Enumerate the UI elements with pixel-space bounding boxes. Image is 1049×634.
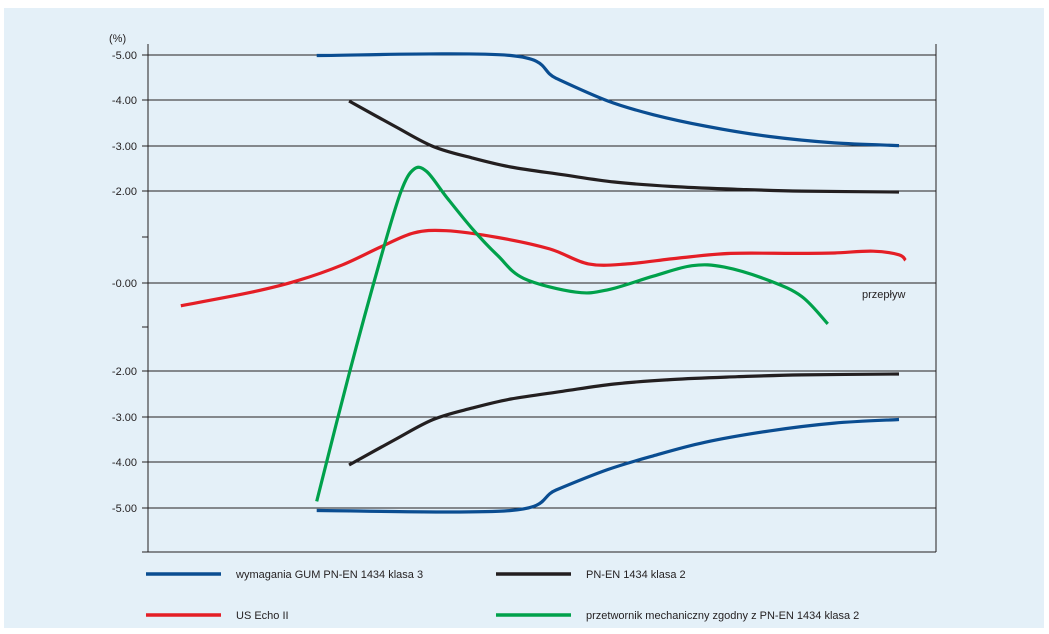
x-axis-annotation: przepływ	[862, 289, 905, 301]
series-line-4-1	[315, 165, 829, 502]
y-tick-label: -2.00	[112, 186, 137, 198]
series-line-2-1	[348, 99, 900, 194]
y-tick-label: -3.00	[112, 412, 137, 424]
y-tick-label: -2.00	[112, 366, 137, 378]
y-tick-label: -4.00	[112, 457, 137, 469]
legend-label: US Echo II	[236, 610, 289, 622]
line-chart: -5.00 -4.00 -3.00 -2.00 -0.00 -2.00 -3.00 -4.00…	[109, 33, 937, 622]
series-line-1-2	[316, 417, 900, 514]
series-line-1-1	[316, 52, 900, 148]
series-line-2-2	[348, 372, 900, 467]
y-tick-label: -5.00	[112, 50, 137, 62]
y-tick-label: -0.00	[112, 278, 137, 290]
legend-label: wymagania GUM PN-EN 1434 klasa 3	[235, 569, 423, 581]
legend-label: przetwornik mechaniczny zgodny z PN-EN 1…	[586, 610, 859, 622]
y-axis-label: (%)	[109, 33, 126, 45]
series-line-3-1	[180, 228, 907, 308]
y-tick-label: -4.00	[112, 95, 137, 107]
y-tick-label: -5.00	[112, 503, 137, 515]
chart-panel: -5.00 -4.00 -3.00 -2.00 -0.00 -2.00 -3.00 -4.00…	[4, 8, 1044, 628]
legend-label: PN-EN 1434 klasa 2	[586, 569, 686, 581]
y-tick-label: -3.00	[112, 141, 137, 153]
